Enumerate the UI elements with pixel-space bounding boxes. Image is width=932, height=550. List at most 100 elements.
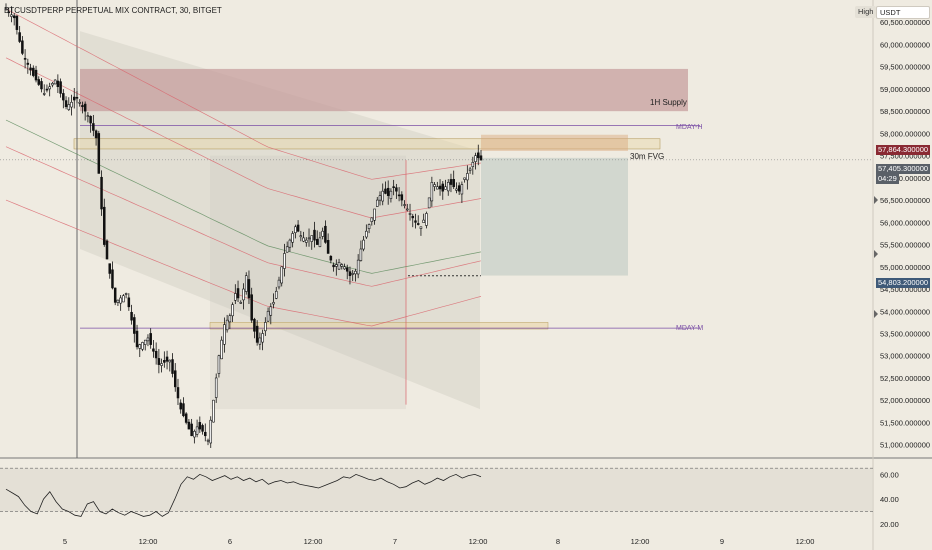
candle xyxy=(477,144,480,166)
candle-body xyxy=(376,199,379,207)
candle-body xyxy=(335,264,338,267)
candle xyxy=(427,197,431,209)
candle-body xyxy=(397,194,401,197)
osc-tick-label: 60.00 xyxy=(880,470,899,479)
time-tick-label: 12:00 xyxy=(139,537,158,546)
candle-body xyxy=(438,185,442,190)
candle xyxy=(157,348,161,374)
candle xyxy=(48,82,51,97)
candle xyxy=(53,79,57,85)
candle xyxy=(419,226,423,236)
candle-body xyxy=(384,188,387,194)
candle xyxy=(111,261,114,290)
candle-body xyxy=(433,184,436,187)
candle xyxy=(193,429,196,444)
candle-body xyxy=(296,224,300,232)
candle xyxy=(395,183,398,199)
candle xyxy=(152,340,155,358)
candle xyxy=(397,187,401,202)
candle xyxy=(343,263,346,270)
candle-body xyxy=(359,248,363,261)
candle xyxy=(351,269,354,282)
price-tick-label: 58,500.000000 xyxy=(880,107,930,116)
candle xyxy=(479,149,483,161)
candle-body xyxy=(149,333,152,345)
candle-body xyxy=(441,183,445,192)
price-scale-mode-button[interactable]: High xyxy=(855,6,877,18)
candle-body xyxy=(321,230,324,237)
mday-mid-label: MDAY-M xyxy=(676,325,704,332)
candle-body xyxy=(324,225,327,243)
candle-body xyxy=(367,224,371,229)
candle-body xyxy=(422,219,425,223)
candle xyxy=(40,78,43,93)
last-price-tag: 57,405.300000 xyxy=(876,164,931,174)
candle-body xyxy=(78,101,81,104)
candle-body xyxy=(236,288,240,299)
candle xyxy=(94,129,98,146)
candle xyxy=(10,6,13,23)
candle-body xyxy=(72,96,76,101)
candle-body xyxy=(75,96,79,99)
candle xyxy=(411,213,415,228)
candle xyxy=(184,412,188,425)
candle xyxy=(471,156,475,175)
mday-high-label: MDAY-H xyxy=(676,124,703,131)
candle xyxy=(264,317,267,336)
candle-body xyxy=(266,310,270,322)
candle-body xyxy=(37,79,41,85)
price-tick-label: 56,000.000000 xyxy=(880,218,930,227)
candle-body xyxy=(310,235,314,242)
candle xyxy=(34,65,38,83)
candle-body xyxy=(70,101,73,108)
candle-body xyxy=(12,15,16,19)
candle xyxy=(313,221,316,248)
candle-body xyxy=(275,290,278,299)
candle xyxy=(468,166,472,174)
candle xyxy=(64,96,68,110)
time-tick-label: 12:00 xyxy=(796,537,815,546)
candle-body xyxy=(108,263,111,274)
candle xyxy=(86,112,90,123)
candle-body xyxy=(283,253,286,269)
candle-body xyxy=(64,100,68,108)
candle xyxy=(261,329,264,351)
candle xyxy=(209,416,212,448)
candle-body xyxy=(97,133,101,174)
candle-body xyxy=(116,299,120,303)
candle xyxy=(231,302,234,322)
candle-body xyxy=(444,186,447,190)
candle-body xyxy=(119,297,122,304)
candle-body xyxy=(392,186,395,188)
candle-body xyxy=(23,58,27,60)
candle xyxy=(460,181,464,204)
candle xyxy=(42,84,46,96)
candle-body xyxy=(356,259,360,275)
candle-body xyxy=(307,237,311,240)
time-tick-label: 12:00 xyxy=(631,537,650,546)
candle-body xyxy=(187,421,191,430)
candle-body xyxy=(195,426,199,435)
currency-selector[interactable]: USDT xyxy=(876,6,930,19)
price-tick-label: 52,000.000000 xyxy=(880,396,930,405)
candle xyxy=(83,101,87,121)
rsi-line xyxy=(5,473,482,517)
candle xyxy=(253,317,256,339)
candle xyxy=(225,314,229,333)
candle-body xyxy=(184,413,188,423)
price-axis-bg xyxy=(873,0,932,550)
candle-body xyxy=(209,419,212,444)
candle xyxy=(97,130,101,174)
candle xyxy=(173,363,177,392)
candle-body xyxy=(138,344,142,349)
candle-body xyxy=(182,403,185,417)
symbol-title: BTCUSDTPERP PERPETUAL MIX CONTRACT, 30, … xyxy=(4,6,222,15)
candle xyxy=(127,293,131,311)
candle xyxy=(280,266,283,287)
candle xyxy=(321,227,324,240)
candle-body xyxy=(291,233,294,243)
candle-body xyxy=(261,333,264,343)
candle xyxy=(337,258,341,270)
candle-body xyxy=(152,348,155,352)
